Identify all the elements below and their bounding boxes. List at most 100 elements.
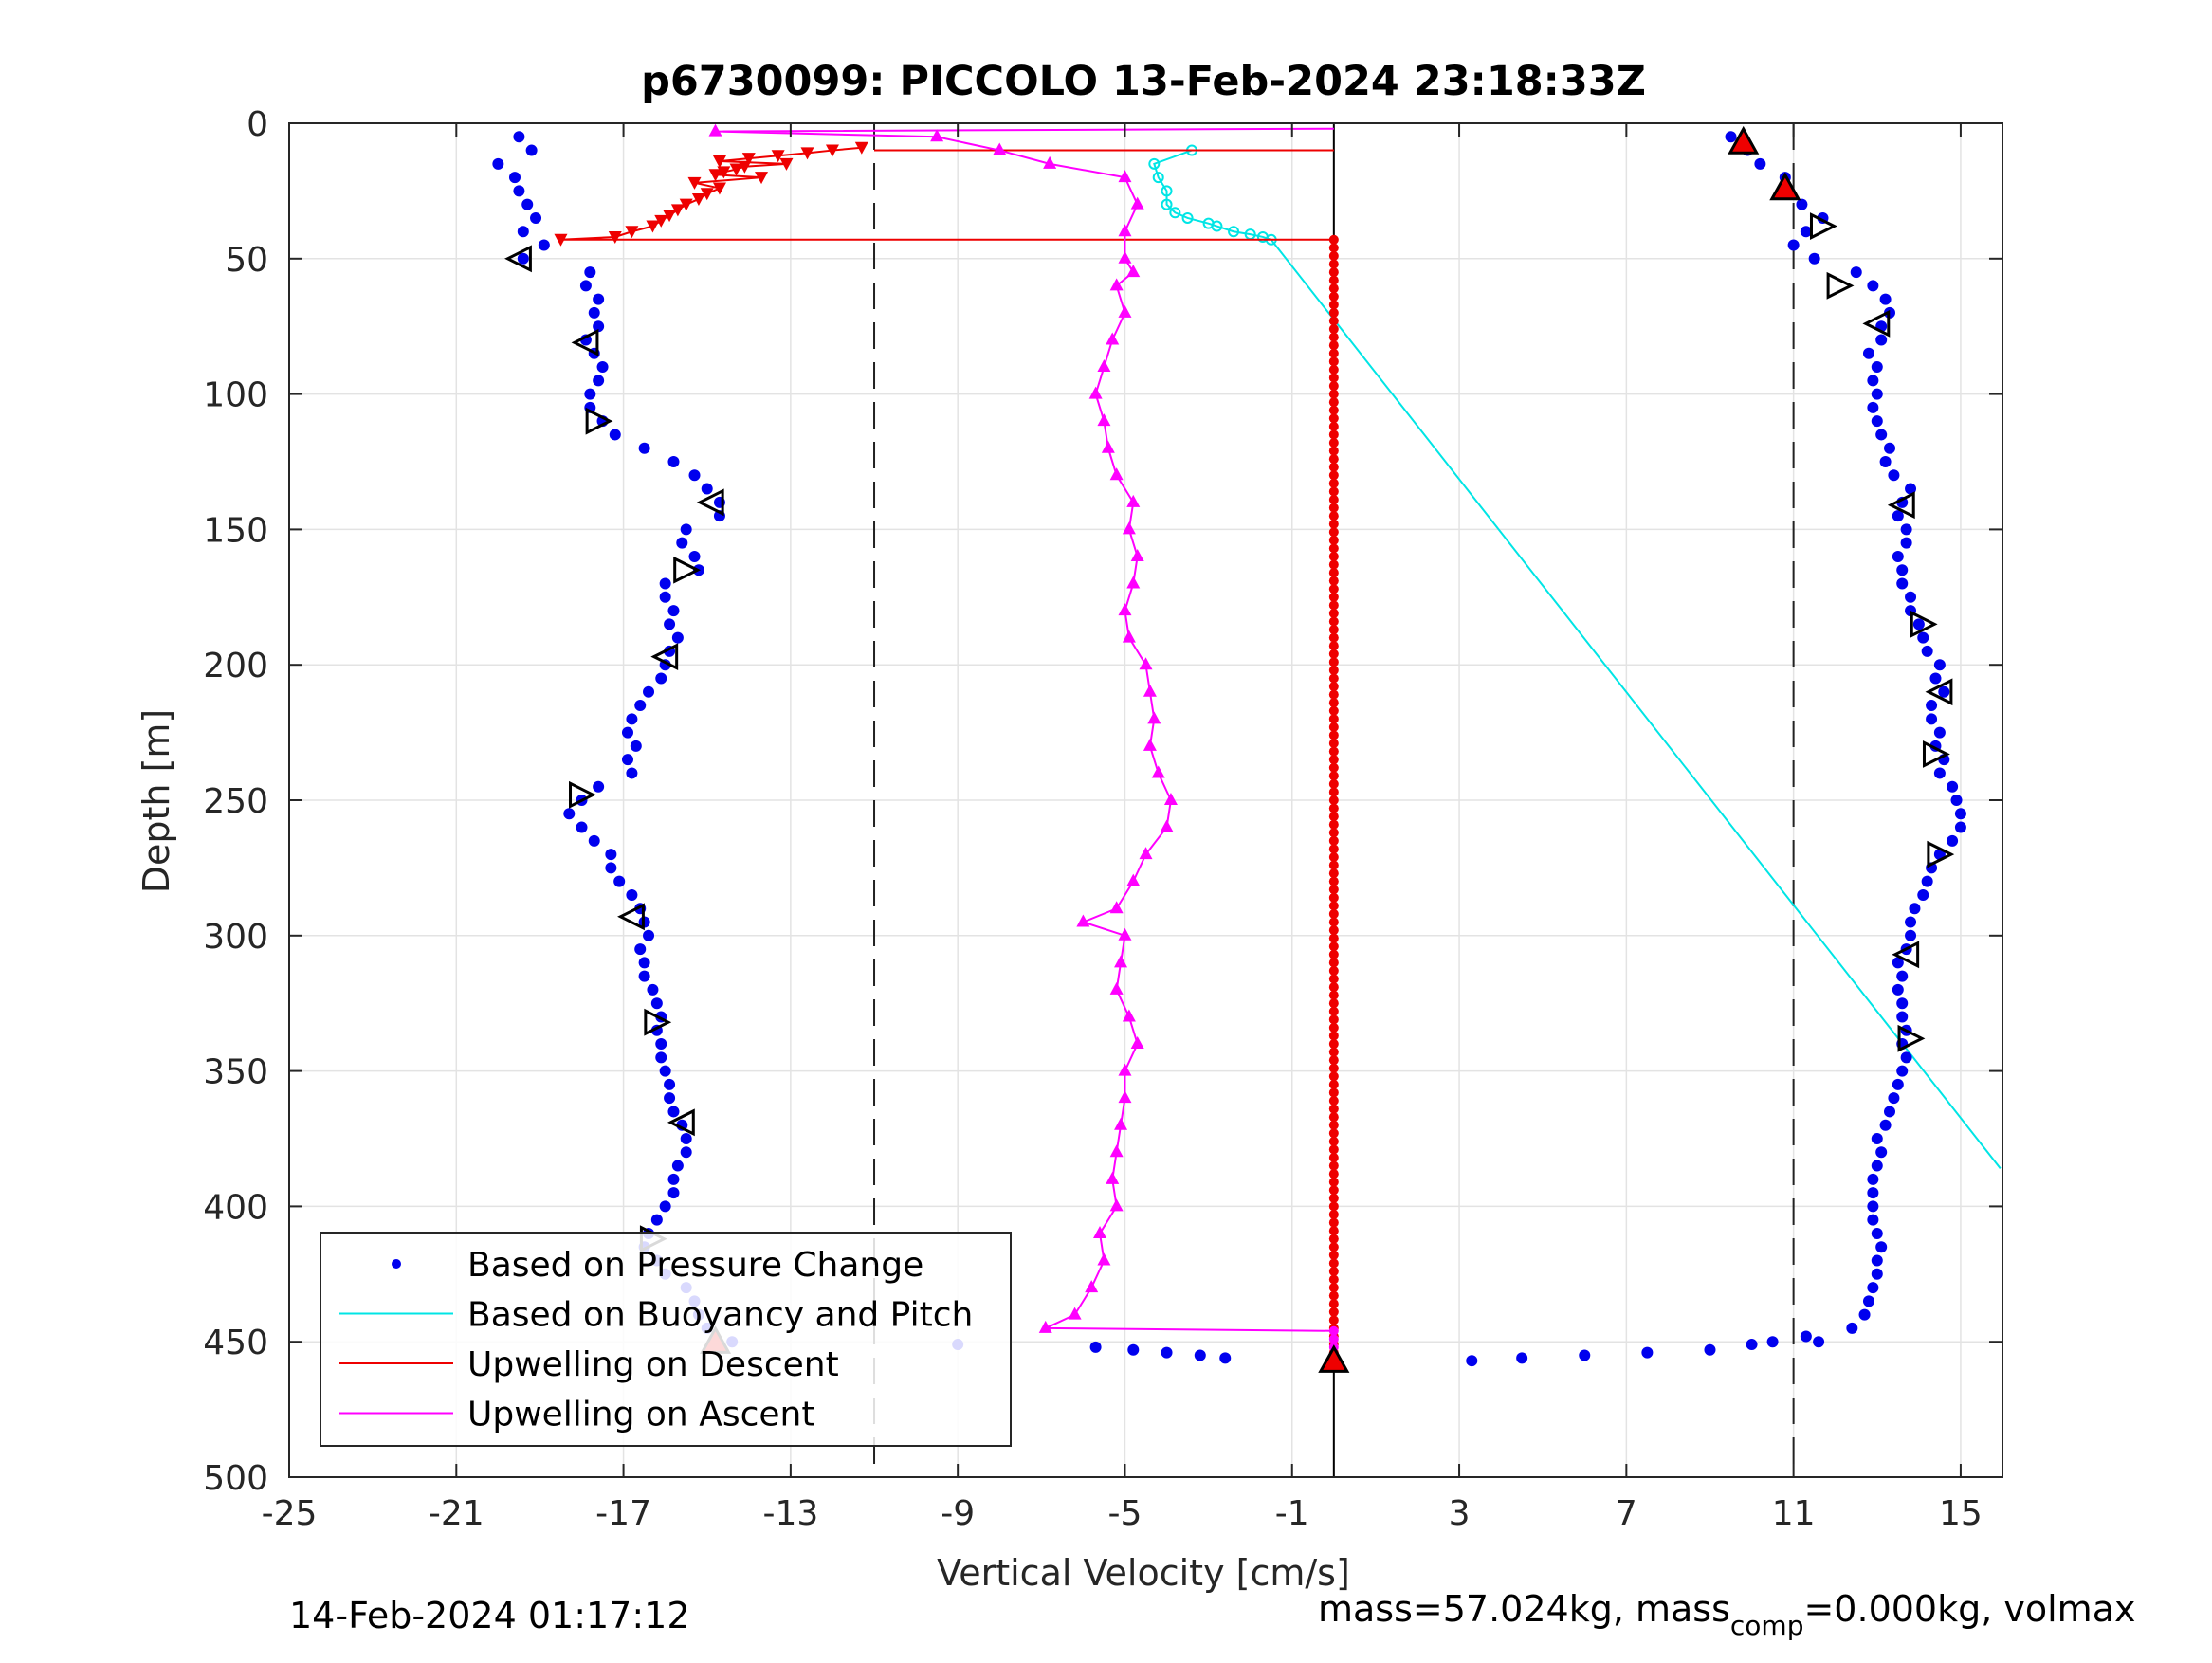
descent-upwelling-zero-point: [1328, 1039, 1339, 1050]
descent-upwelling-marker: [712, 155, 726, 168]
pressure-change-point: [1917, 888, 1929, 901]
pressure-change-point: [1888, 1092, 1900, 1105]
pressure-change-point: [1871, 361, 1883, 374]
pressure-change-point: [1862, 1295, 1874, 1307]
descent-upwelling-marker: [663, 210, 677, 223]
descent-upwelling-marker: [646, 220, 660, 233]
descent-upwelling-zero-point: [1328, 755, 1339, 765]
x-tick-label: -13: [762, 1494, 818, 1533]
descent-upwelling-zero-point: [1328, 608, 1339, 618]
direction-marker: [1910, 610, 1938, 638]
pressure-change-point: [1089, 1341, 1102, 1353]
descent-upwelling-marker: [741, 153, 756, 166]
ascent-upwelling-zero-point: [1328, 1325, 1339, 1336]
descent-upwelling-zero-point: [1328, 551, 1339, 561]
descent-upwelling-zero-point: [1328, 974, 1339, 984]
pressure-change-point: [634, 700, 647, 712]
descent-upwelling-zero-point: [1328, 356, 1339, 367]
descent-upwelling-zero-point: [1328, 503, 1339, 513]
descent-upwelling-zero-point: [1328, 682, 1339, 692]
pressure-change-point: [593, 780, 605, 793]
y-tick-label: 300: [203, 918, 268, 957]
pressure-change-point: [1850, 266, 1862, 279]
ascent-upwelling-marker: [1122, 521, 1136, 535]
pressure-change-point: [1161, 1346, 1173, 1359]
direction-marker: [569, 780, 596, 809]
footer-mass-sub: comp: [1730, 1610, 1804, 1641]
descent-upwelling-marker: [825, 144, 839, 157]
pressure-change-point: [1579, 1349, 1591, 1361]
descent-upwelling-zero-point: [1328, 851, 1339, 862]
pressure-change-point: [1892, 957, 1904, 969]
descent-upwelling-marker: [679, 198, 693, 211]
pressure-change-point: [680, 1146, 692, 1159]
pressure-change-point: [508, 172, 521, 184]
pressure-change-point: [659, 591, 671, 603]
pressure-change-point: [664, 618, 676, 630]
data-series: [492, 123, 2002, 1373]
descent-upwelling-marker: [771, 150, 785, 163]
y-tick-label: 250: [203, 782, 268, 821]
descent-upwelling-zero-point: [1328, 1112, 1339, 1123]
pressure-change-point: [634, 943, 647, 956]
descent-upwelling-zero-point: [1328, 787, 1339, 797]
pressure-change-point: [701, 483, 713, 495]
y-tick-label: 200: [203, 647, 268, 685]
descent-upwelling-zero-point: [1328, 901, 1339, 911]
descent-upwelling-zero-point: [1328, 300, 1339, 310]
direction-marker: [650, 643, 679, 671]
pressure-change-point: [605, 849, 617, 861]
pressure-change-point: [1766, 1336, 1779, 1348]
pressure-change-point: [667, 456, 680, 467]
x-tick-label: 15: [1939, 1494, 1983, 1533]
descent-upwelling-marker: [554, 233, 568, 247]
descent-upwelling-zero-point: [1328, 527, 1339, 538]
descent-upwelling-zero-point: [1328, 1315, 1339, 1325]
pressure-change-point: [638, 957, 650, 969]
y-tick-label: 450: [203, 1324, 268, 1362]
descent-upwelling-zero-point: [1328, 739, 1339, 749]
buoyancy-pitch-point: [1161, 185, 1173, 197]
descent-upwelling-zero-point: [1328, 1063, 1339, 1073]
descent-upwelling-zero-point: [1328, 689, 1339, 700]
descent-upwelling-zero-point: [1328, 454, 1339, 465]
descent-upwelling-zero-point: [1328, 941, 1339, 952]
descent-upwelling-zero-point: [1328, 1144, 1339, 1155]
descent-upwelling-zero-point: [1328, 917, 1339, 927]
ascent-upwelling-marker: [1106, 332, 1120, 345]
buoyancy-pitch-point: [1228, 226, 1240, 238]
direction-marker: [667, 1108, 695, 1137]
pressure-change-point: [1896, 1065, 1909, 1077]
descent-upwelling-zero-point: [1328, 438, 1339, 448]
direction-marker: [1922, 740, 1950, 768]
descent-upwelling-zero-point: [1328, 584, 1339, 594]
pressure-change-point: [1892, 510, 1904, 522]
descent-upwelling-marker: [670, 204, 685, 217]
direction-marker: [585, 407, 613, 435]
pressure-change-point: [1867, 280, 1879, 292]
ascent-upwelling-marker: [1118, 250, 1132, 264]
pressure-change-point: [655, 1051, 667, 1064]
pressure-change-point: [667, 605, 680, 617]
x-tick-label: -25: [262, 1494, 318, 1533]
descent-upwelling-zero-point: [1328, 812, 1339, 822]
pressure-change-point: [1641, 1346, 1654, 1359]
ascent-upwelling-marker: [1109, 901, 1124, 914]
pressure-change-point: [563, 808, 576, 820]
descent-upwelling-zero-point: [1328, 568, 1339, 578]
pressure-change-point: [655, 672, 667, 685]
pressure-change-point: [1867, 1214, 1879, 1226]
descent-upwelling-zero-point: [1328, 1031, 1339, 1041]
descent-upwelling-zero-point: [1328, 592, 1339, 602]
descent-upwelling-zero-point: [1328, 778, 1339, 789]
descent-upwelling-zero-point: [1328, 413, 1339, 424]
pressure-change-point: [659, 1065, 671, 1077]
ascent-upwelling-marker: [1109, 1144, 1124, 1158]
pressure-change-point: [1879, 293, 1892, 305]
descent-upwelling-zero-point: [1328, 835, 1339, 846]
x-tick-label: -17: [595, 1494, 651, 1533]
direction-marker: [1925, 678, 1953, 706]
descent-upwelling-zero-point: [1328, 511, 1339, 521]
pressure-change-point: [650, 1214, 663, 1226]
